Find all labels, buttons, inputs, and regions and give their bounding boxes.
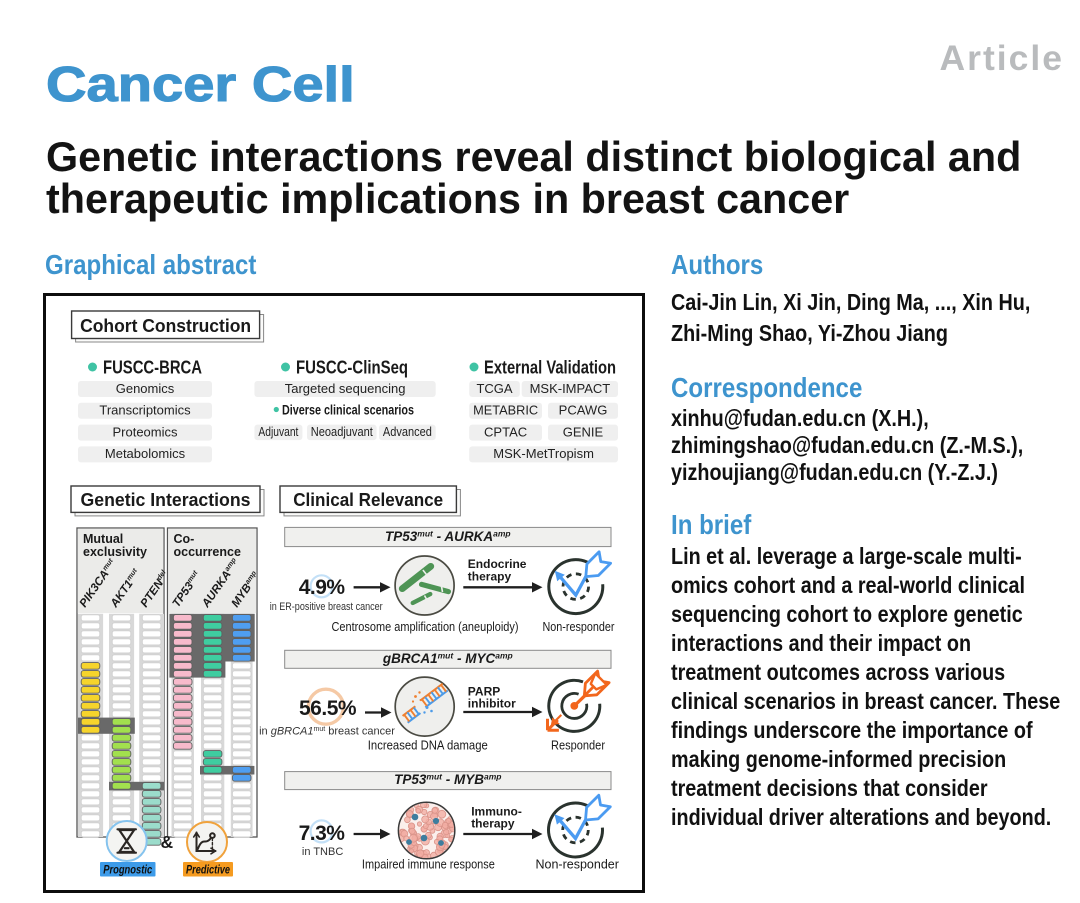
svg-text:56.5%: 56.5%	[299, 697, 357, 720]
svg-text:METABRIC: METABRIC	[473, 403, 538, 418]
svg-text:FUSCC-BRCA: FUSCC-BRCA	[103, 358, 202, 378]
svg-text:PARP: PARP	[468, 685, 500, 699]
svg-text:Metabolomics: Metabolomics	[105, 446, 186, 461]
svg-text:Endocrine: Endocrine	[468, 557, 527, 571]
svg-text:occurrence: occurrence	[174, 545, 241, 559]
svg-text:inhibitor: inhibitor	[468, 697, 516, 711]
svg-text:TP53mut - MYBamp: TP53mut - MYBamp	[394, 772, 501, 788]
svg-text:TCGA: TCGA	[476, 381, 512, 396]
svg-text:Prognostic: Prognostic	[103, 863, 152, 877]
svg-text:PCAWG: PCAWG	[559, 403, 608, 418]
svg-text:Immuno-: Immuno-	[471, 804, 522, 818]
svg-text:Diverse clinical scenarios: Diverse clinical scenarios	[282, 403, 414, 418]
svg-text:Non-responder: Non-responder	[543, 620, 615, 634]
svg-text:Genetic Interactions: Genetic Interactions	[81, 489, 251, 510]
svg-text:Genomics: Genomics	[116, 381, 175, 396]
svg-text:MSK-MetTropism: MSK-MetTropism	[493, 446, 594, 461]
svg-text:Neoadjuvant: Neoadjuvant	[311, 425, 373, 439]
svg-text:MSK-IMPACT: MSK-IMPACT	[530, 381, 611, 396]
svg-text:Targeted sequencing: Targeted sequencing	[285, 381, 406, 396]
svg-text:4.9%: 4.9%	[299, 576, 346, 599]
svg-text:&: &	[161, 832, 174, 852]
svg-text:Proteomics: Proteomics	[112, 424, 178, 439]
svg-text:in ER-positive breast cancer: in ER-positive breast cancer	[270, 601, 383, 613]
svg-text:Centrosome amplification (aneu: Centrosome amplification (aneuploidy)	[332, 620, 519, 634]
svg-text:gBRCA1mut - MYCamp: gBRCA1mut - MYCamp	[382, 650, 513, 666]
svg-text:7.3%: 7.3%	[299, 822, 346, 845]
svg-text:Clinical Relevance: Clinical Relevance	[293, 489, 443, 510]
svg-text:therapy: therapy	[471, 817, 515, 831]
svg-text:Increased DNA damage: Increased DNA damage	[368, 739, 488, 753]
svg-text:GENIE: GENIE	[563, 424, 604, 439]
svg-text:Advanced: Advanced	[383, 425, 432, 439]
svg-text:External Validation: External Validation	[484, 358, 616, 378]
svg-text:Adjuvant: Adjuvant	[258, 425, 298, 439]
svg-text:in TNBC: in TNBC	[302, 846, 343, 858]
svg-text:Transcriptomics: Transcriptomics	[99, 403, 191, 418]
svg-text:in gBRCA1mut breast cancer: in gBRCA1mut breast cancer	[259, 726, 395, 738]
svg-text:therapy: therapy	[468, 569, 512, 583]
svg-text:exclusivity: exclusivity	[83, 545, 147, 559]
svg-text:FUSCC-ClinSeq: FUSCC-ClinSeq	[296, 358, 408, 378]
svg-text:Predictive: Predictive	[186, 863, 230, 877]
svg-text:Responder: Responder	[551, 739, 605, 753]
svg-text:TP53mut - AURKAamp: TP53mut - AURKAamp	[385, 529, 511, 545]
svg-text:Cohort Construction: Cohort Construction	[80, 315, 251, 336]
svg-text:CPTAC: CPTAC	[484, 424, 527, 439]
svg-text:Impaired immune response: Impaired immune response	[362, 858, 495, 872]
svg-text:Non-responder: Non-responder	[536, 858, 619, 872]
svg-text:Co-: Co-	[174, 532, 195, 546]
svg-text:Mutual: Mutual	[83, 532, 123, 546]
